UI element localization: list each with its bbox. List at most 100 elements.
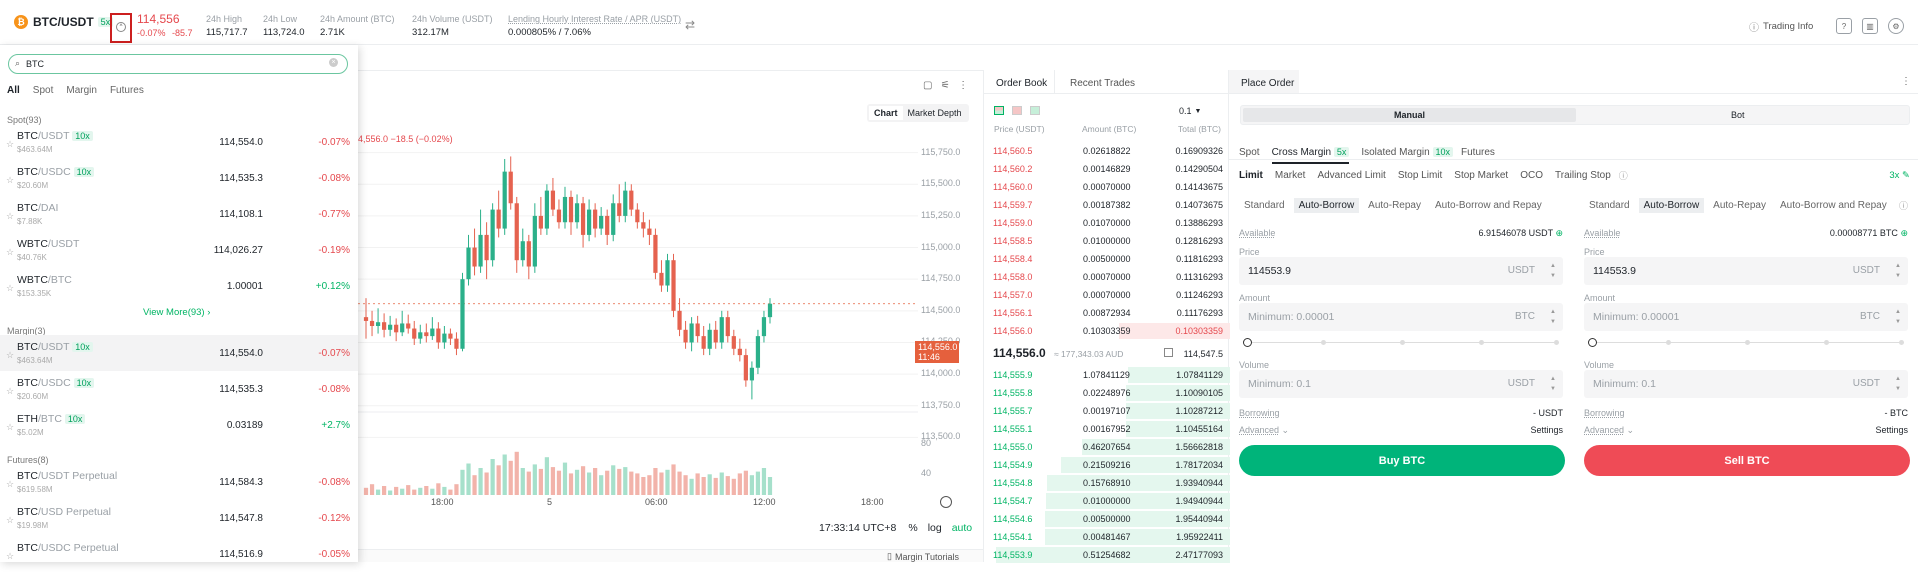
borrow-standard[interactable]: Standard (1244, 200, 1285, 211)
opt-auto[interactable]: auto (951, 522, 973, 534)
settings-link[interactable]: Settings (1875, 425, 1908, 435)
advanced-toggle[interactable]: Advanced ⌄ (1239, 425, 1290, 435)
ask-row[interactable]: 114,558.0 0.00070000 0.11316293 (984, 268, 1230, 286)
bid-row[interactable]: 114,555.7 0.00197107 1.10287212 (984, 402, 1230, 420)
ask-row[interactable]: 114,558.5 0.01000000 0.12816293 (984, 232, 1230, 250)
bid-row[interactable]: 114,554.8 0.15768910 1.93940944 (984, 474, 1230, 492)
mode-manual[interactable]: Manual (1243, 108, 1576, 122)
ask-row[interactable]: 114,556.1 0.00872934 0.11176293 (984, 304, 1230, 322)
filter-tab-spot[interactable]: Spot (32, 85, 54, 96)
star-icon[interactable]: ☆ (6, 175, 15, 185)
search-input[interactable]: BTC (26, 59, 44, 69)
ask-row[interactable]: 114,558.4 0.00500000 0.11816293 (984, 250, 1230, 268)
settings-link[interactable]: Settings (1530, 425, 1563, 435)
type-limit[interactable]: Limit (1239, 170, 1263, 181)
tab-order-book[interactable]: Order Book (996, 78, 1048, 89)
ask-row[interactable]: 114,560.2 0.00146829 0.14290504 (984, 160, 1230, 178)
type-market[interactable]: Market (1274, 170, 1306, 181)
leverage-setting[interactable]: 3x ✎ (1889, 170, 1910, 181)
clear-icon[interactable]: × (329, 58, 338, 67)
ask-row[interactable]: 114,556.0 0.10303359 0.10303359 (984, 322, 1230, 340)
layout-icon[interactable]: ▥ (1862, 18, 1878, 34)
mode-bot[interactable]: Bot (1731, 110, 1745, 120)
amount-input[interactable]: Minimum: 0.00001 BTC ▲ ▼ (1239, 303, 1563, 331)
settings-icon[interactable]: ⚙ (1888, 18, 1904, 34)
price-input[interactable]: 114553.9 USDT ▲ ▼ (1239, 257, 1563, 285)
bid-row[interactable]: 114,554.1 0.00481467 1.95922411 (984, 528, 1230, 546)
bid-row[interactable]: 114,555.9 1.07841129 1.07841129 (984, 366, 1230, 384)
layout-asks-icon[interactable] (1012, 106, 1022, 115)
type-stop-market[interactable]: Stop Market (1454, 170, 1509, 181)
pair-row[interactable]: ☆ BTC/USDT 10x $463.64M 114,554.0 -0.07% (0, 124, 358, 160)
tab-recent-trades[interactable]: Recent Trades (1070, 78, 1136, 89)
layout-bids-icon[interactable] (1030, 106, 1040, 115)
switch-icon[interactable]: ⇄ (685, 18, 696, 32)
volume-input[interactable]: Minimum: 0.1 USDT ▲ ▼ (1584, 370, 1908, 398)
advanced-toggle[interactable]: Advanced ⌄ (1584, 425, 1635, 435)
trading-info-link[interactable]: ⓘ Trading Info (1749, 21, 1814, 34)
star-icon[interactable]: ☆ (6, 139, 15, 149)
star-icon[interactable]: ☆ (6, 515, 15, 525)
filter-tab-futures[interactable]: Futures (109, 85, 144, 96)
pair-row[interactable]: ☆ BTC/USDT Perpetual $619.58M 114,584.3 … (0, 464, 358, 500)
volume-input[interactable]: Minimum: 0.1 USDT ▲ ▼ (1239, 370, 1563, 398)
borrow-auto-both[interactable]: Auto-Borrow and Repay (1779, 200, 1887, 211)
filter-tab-margin[interactable]: Margin (66, 85, 97, 96)
type-advanced-limit[interactable]: Advanced Limit (1317, 170, 1386, 181)
amount-input[interactable]: Minimum: 0.00001 BTC ▲ ▼ (1584, 303, 1908, 331)
search-box[interactable]: ⌕ BTC × (8, 54, 348, 74)
account-tab-cross[interactable]: Cross Margin 5x (1271, 147, 1350, 164)
ask-row[interactable]: 114,559.7 0.00187382 0.14073675 (984, 196, 1230, 214)
opt-log[interactable]: log (927, 522, 942, 534)
amount-slider[interactable] (1588, 338, 1904, 348)
star-icon[interactable]: ☆ (6, 422, 15, 432)
pair-dropdown-toggle[interactable]: ^ (110, 13, 132, 43)
tab-chart[interactable]: Chart (869, 106, 903, 120)
bid-row[interactable]: 114,554.6 0.00500000 1.95440944 (984, 510, 1230, 528)
price-input[interactable]: 114553.9 USDT ▲ ▼ (1584, 257, 1908, 285)
borrow-auto-both[interactable]: Auto-Borrow and Repay (1434, 200, 1542, 211)
filter-tab-all[interactable]: All (7, 85, 20, 96)
star-icon[interactable]: ☆ (6, 479, 15, 489)
pair-name[interactable]: BTC/USDT (33, 15, 94, 29)
amount-slider[interactable] (1243, 338, 1559, 348)
ask-row[interactable]: 114,560.0 0.00070000 0.14143675 (984, 178, 1230, 196)
opt-percent[interactable]: % (908, 522, 918, 534)
star-icon[interactable]: ☆ (6, 551, 15, 561)
pair-row[interactable]: ☆ WBTC/USDT $40.76K 114,026.27 -0.19% (0, 232, 358, 268)
borrow-auto[interactable]: Auto-Borrow (1638, 198, 1705, 213)
precision-select[interactable]: 0.1 ▼ (1179, 106, 1202, 116)
bid-row[interactable]: 114,555.0 0.46207654 1.56662818 (984, 438, 1230, 456)
pair-row[interactable]: ☆ BTC/USDT 10x $463.64M 114,554.0 -0.07% (0, 335, 358, 371)
type-trailing-stop[interactable]: Trailing Stop (1555, 170, 1611, 181)
star-icon[interactable]: ☆ (6, 247, 15, 257)
pair-row[interactable]: ☆ WBTC/BTC $153.35K 1.00001 +0.12% (0, 268, 358, 304)
type-stop-limit[interactable]: Stop Limit (1397, 170, 1443, 181)
type-oco[interactable]: OCO (1520, 170, 1543, 181)
star-icon[interactable]: ☆ (6, 283, 15, 293)
star-icon[interactable]: ☆ (6, 386, 15, 396)
help-icon[interactable]: ? (1836, 18, 1852, 34)
bid-row[interactable]: 114,555.8 0.02248976 1.10090105 (984, 384, 1230, 402)
bid-row[interactable]: 114,553.9 0.51254682 2.47177093 (984, 546, 1230, 564)
bid-row[interactable]: 114,554.9 0.21509216 1.78172034 (984, 456, 1230, 474)
account-tab-isolated[interactable]: Isolated Margin 10x (1361, 147, 1454, 158)
buy-button[interactable]: Buy BTC (1239, 445, 1565, 476)
account-tab-spot[interactable]: Spot (1239, 147, 1260, 158)
pair-row[interactable]: ☆ BTC/USD Perpetual $19.98M 114,547.8 -0… (0, 500, 358, 536)
pair-row[interactable]: ☆ ETH/BTC 10x $5.02M 0.03189 +2.7% (0, 407, 358, 443)
chart-settings-icon[interactable] (940, 496, 952, 508)
help-icon[interactable]: ⓘ (1898, 201, 1908, 211)
ask-row[interactable]: 114,559.0 0.01070000 0.13886293 (984, 214, 1230, 232)
sell-button[interactable]: Sell BTC (1584, 445, 1910, 476)
view-more-link[interactable]: View More(93) › (143, 307, 211, 318)
more-icon[interactable]: ⋮ (1901, 76, 1911, 87)
pair-row[interactable]: ☆ BTC/DAI $7.88K 114,108.1 -0.77% (0, 196, 358, 232)
margin-tutorials-link[interactable]: ▯ Margin Tutorials (887, 551, 959, 562)
pair-row[interactable]: ☆ BTC/USDC 10x $20.60M 114,535.3 -0.08% (0, 371, 358, 407)
star-icon[interactable]: ☆ (6, 211, 15, 221)
bid-row[interactable]: 114,554.7 0.01000000 1.94940944 (984, 492, 1230, 510)
bid-row[interactable]: 114,555.1 0.00167952 1.10455164 (984, 420, 1230, 438)
borrow-standard[interactable]: Standard (1589, 200, 1630, 211)
tab-market-depth[interactable]: Market Depth (907, 108, 962, 118)
